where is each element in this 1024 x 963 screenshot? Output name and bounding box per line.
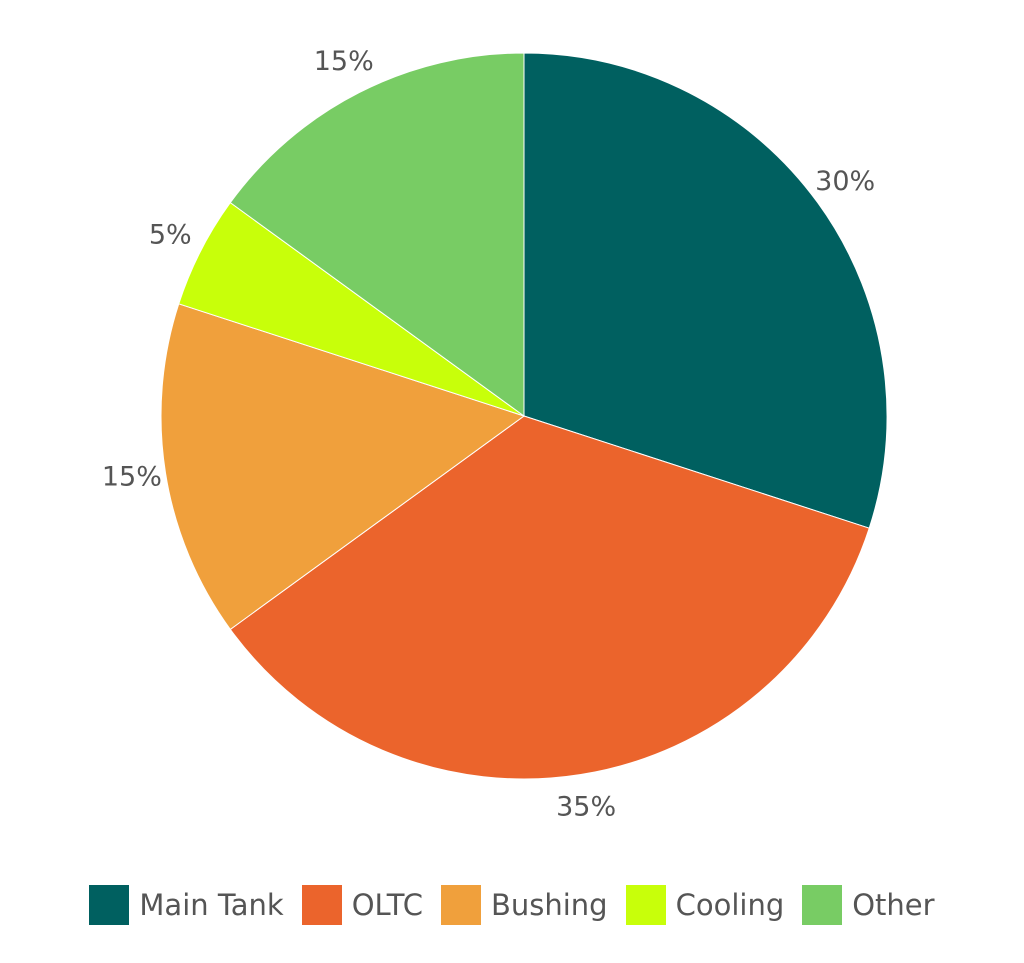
legend-item-other: Other: [802, 885, 935, 925]
pie-slice-main-tank: [523, 52, 888, 529]
legend-swatch: [625, 885, 666, 925]
legend-swatch: [440, 885, 481, 925]
pie-labels: 30% 35% 15% 5% 15%: [102, 46, 875, 823]
legend-swatch: [301, 885, 342, 925]
legend-label: OLTC: [351, 888, 423, 922]
pie-chart: 30% 35% 15% 5% 15%: [102, 46, 888, 823]
slice-label-bushing: 15%: [102, 462, 162, 493]
pie-slice-other: [229, 52, 525, 417]
legend-item-oltc: OLTC: [301, 885, 423, 925]
legend-item-cooling: Cooling: [625, 885, 785, 925]
legend-item-main-tank: Main Tank: [89, 885, 284, 925]
legend: Main Tank OLTC Bushing Cooling Other: [0, 880, 1024, 930]
legend-label: Main Tank: [139, 888, 284, 922]
legend-label: Other: [852, 888, 935, 922]
legend-label: Bushing: [490, 888, 608, 922]
legend-item-bushing: Bushing: [440, 885, 608, 925]
slice-label-other: 15%: [314, 46, 374, 77]
pie-slice-oltc: [229, 415, 870, 780]
legend-swatch: [89, 885, 130, 925]
slice-label-main-tank: 30%: [815, 166, 875, 197]
pie-slices: [160, 52, 888, 780]
legend-label: Cooling: [675, 888, 785, 922]
slice-label-cooling: 5%: [149, 219, 192, 250]
legend-swatch: [802, 885, 843, 925]
pie-slice-bushing: [160, 303, 526, 631]
slice-label-oltc: 35%: [556, 792, 616, 823]
